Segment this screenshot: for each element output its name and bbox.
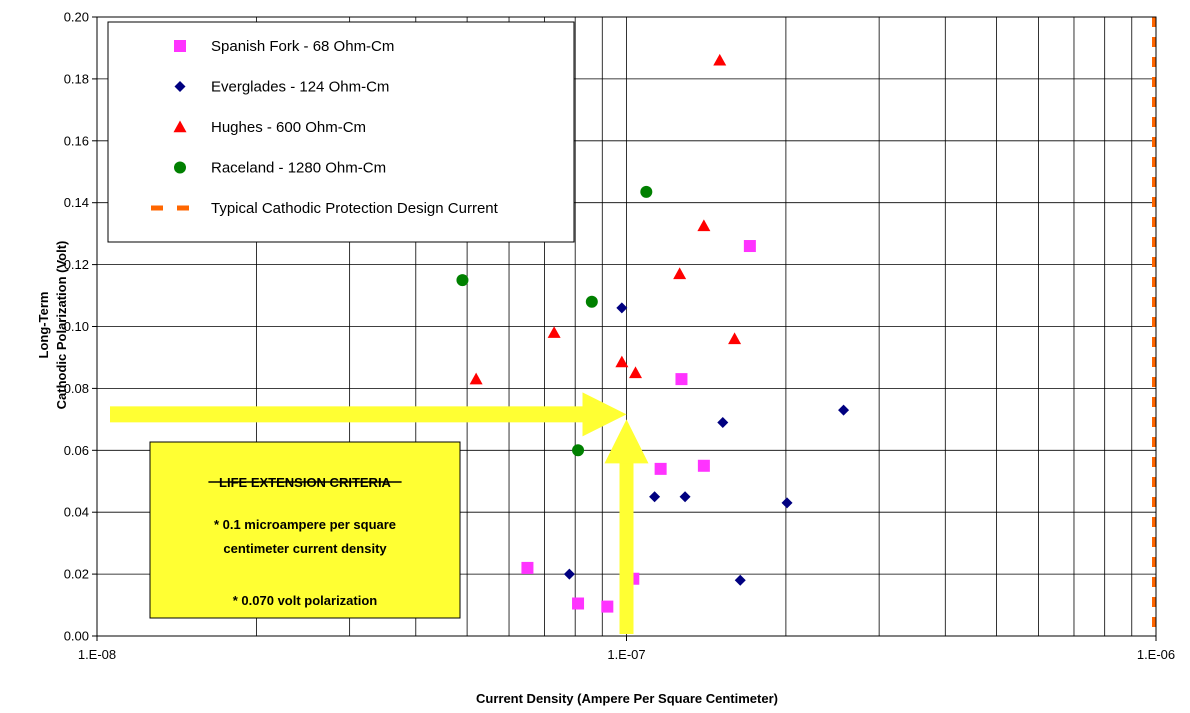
data-point-triangle (629, 366, 643, 379)
legend-label: Hughes - 600 Ohm-Cm (211, 119, 366, 136)
criteria-line-current-2: centimeter current density (223, 541, 387, 556)
data-point-diamond (649, 491, 661, 503)
data-point-circle (572, 444, 585, 457)
data-point-triangle (615, 355, 629, 368)
legend-marker-square (174, 40, 186, 52)
legend-label: Spanish Fork - 68 Ohm-Cm (211, 38, 394, 55)
y-tick-label: 0.12 (64, 257, 89, 272)
y-tick-label: 0.16 (64, 133, 89, 148)
vertical-arrow-shaft (619, 459, 634, 634)
data-point-diamond (563, 568, 575, 580)
criteria-annotation: LIFE EXTENSION CRITERIA * 0.1 microamper… (149, 441, 461, 619)
y-tick-label: 0.14 (64, 195, 89, 210)
y-tick-label: 0.06 (64, 443, 89, 458)
y-axis-title-line-1: Long-Term (36, 292, 51, 359)
y-tick-label: 0.04 (64, 505, 89, 520)
y-tick-label: 0.02 (64, 567, 89, 582)
vertical-arrow-head (604, 419, 649, 464)
y-tick-label: 0.10 (64, 319, 89, 334)
data-point-square (675, 373, 688, 386)
x-tick-label: 1.E-07 (607, 647, 645, 662)
data-point-diamond (679, 491, 691, 503)
legend: Spanish Fork - 68 Ohm-Cm Everglades - 124… (107, 21, 575, 243)
x-axis-ticks: 1.E-08 1.E-07 1.E-06 (78, 636, 1175, 662)
data-point-square (521, 561, 534, 574)
data-point-circle (585, 295, 598, 308)
legend-marker-diamond (174, 81, 186, 92)
data-point-diamond (781, 497, 793, 509)
data-point-square (572, 597, 585, 610)
data-points (456, 53, 850, 613)
data-point-square (697, 459, 710, 472)
data-point-circle (640, 185, 653, 198)
x-tick-label: 1.E-06 (1137, 647, 1175, 662)
legend-label: Everglades - 124 Ohm-Cm (211, 79, 389, 96)
data-point-triangle (697, 219, 711, 232)
data-point-triangle (673, 267, 687, 280)
data-point-diamond (734, 574, 746, 586)
y-tick-label: 0.00 (64, 629, 89, 644)
y-axis-title-line-2: Cathodic Polarization (Volt) (54, 241, 69, 410)
criteria-line-polarization: * 0.070 volt polarization (233, 593, 378, 608)
y-tick-label: 0.20 (64, 10, 89, 25)
data-point-diamond (838, 404, 850, 416)
data-point-diamond (717, 416, 729, 428)
data-point-triangle (547, 326, 561, 338)
horizontal-arrow-head (582, 392, 627, 437)
criteria-arrows (110, 392, 649, 634)
data-point-triangle (469, 372, 483, 385)
legend-label: Typical Cathodic Protection Design Curre… (211, 200, 499, 217)
data-point-square (743, 240, 756, 253)
y-tick-label: 0.18 (64, 71, 89, 86)
data-point-square (601, 600, 614, 613)
criteria-box (149, 441, 461, 619)
x-axis-title: Current Density (Ampere Per Square Centi… (476, 691, 778, 706)
legend-label: Raceland - 1280 Ohm-Cm (211, 160, 386, 177)
y-axis-ticks: 0.00 0.02 0.04 0.06 0.08 0.10 0.12 0.14 0.16 0.18… (64, 10, 97, 644)
legend-marker-triangle (173, 120, 187, 133)
data-point-circle (456, 274, 469, 287)
criteria-line-current-1: * 0.1 microampere per square (214, 517, 396, 532)
x-tick-label: 1.E-08 (78, 647, 116, 662)
data-point-triangle (713, 53, 727, 66)
data-point-triangle (728, 332, 742, 345)
horizontal-arrow-shaft (110, 406, 587, 423)
legend-marker-circle (174, 161, 186, 174)
data-point-diamond (616, 302, 628, 314)
y-tick-label: 0.08 (64, 381, 89, 396)
data-point-square (654, 462, 667, 475)
